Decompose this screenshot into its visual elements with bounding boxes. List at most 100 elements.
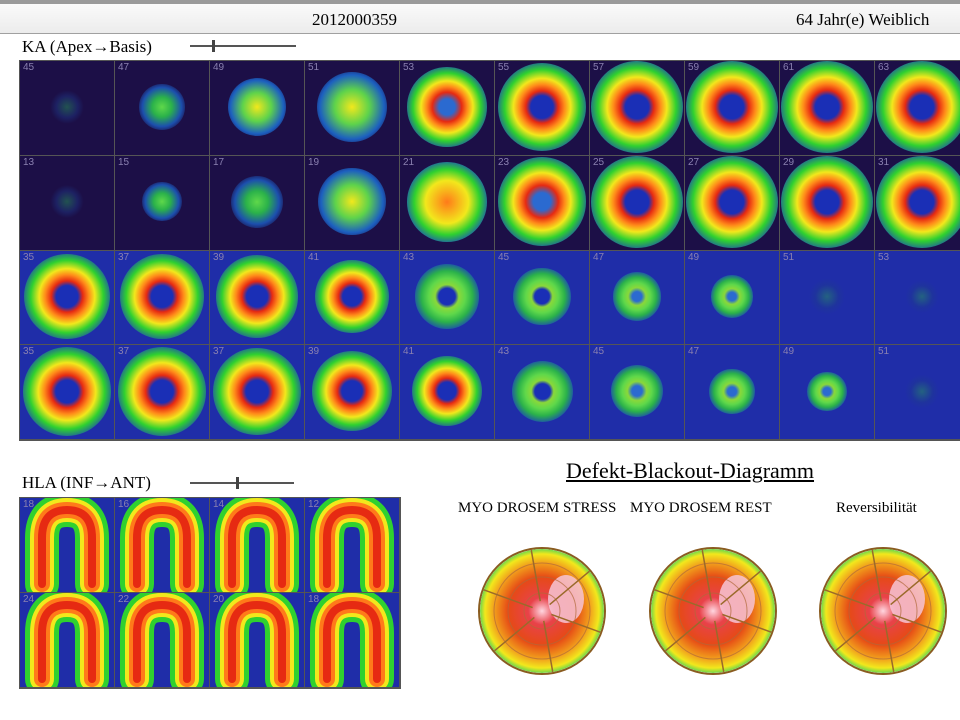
- ka-slice-tile[interactable]: 51: [780, 250, 874, 345]
- perfusion-blob: [50, 90, 84, 124]
- hla-horseshoe: [25, 498, 109, 592]
- ka-slice-tile[interactable]: 25: [590, 155, 684, 250]
- perfusion-blob: [407, 161, 487, 242]
- ka-slice-tile[interactable]: 47: [685, 345, 779, 439]
- ka-slice-tile[interactable]: 37: [115, 250, 209, 345]
- hla-slice-tile[interactable]: 16: [115, 498, 209, 592]
- perfusion-blob: [215, 255, 299, 338]
- ka-slice-tile[interactable]: 57: [590, 61, 684, 155]
- hla-slice-tile[interactable]: 12: [305, 498, 399, 592]
- perfusion-blob: [591, 61, 683, 153]
- ka-slice-tile[interactable]: 15: [115, 155, 209, 250]
- ka-slice-tile[interactable]: 63: [875, 61, 960, 155]
- slice-number: 37: [118, 346, 130, 358]
- slice-number: 45: [23, 62, 35, 73]
- slice-number: 24: [23, 594, 35, 605]
- slice-number: 35: [23, 346, 35, 358]
- ka-slice-tile[interactable]: 17: [210, 155, 304, 250]
- perfusion-blob: [50, 185, 84, 219]
- ka-slice-tile[interactable]: 39: [305, 345, 399, 439]
- ka-slice-tile[interactable]: 41: [305, 250, 399, 345]
- hla-slice-tile[interactable]: 14: [210, 498, 304, 592]
- hla-horseshoe: [120, 593, 204, 687]
- perfusion-blob: [709, 368, 755, 414]
- ka-slice-tile[interactable]: 27: [685, 155, 779, 250]
- ka-slice-tile[interactable]: 49: [685, 250, 779, 345]
- hla-slice-tile[interactable]: 20: [210, 593, 304, 687]
- ka-slice-tile[interactable]: 37: [115, 345, 209, 439]
- slice-number: 53: [403, 62, 415, 73]
- perfusion-blob: [591, 155, 683, 248]
- ka-slice-tile[interactable]: 43: [400, 250, 494, 345]
- ka-slice-tile[interactable]: 13: [20, 155, 114, 250]
- ka-slice-tile[interactable]: 53: [400, 61, 494, 155]
- hla-horseshoe: [310, 593, 394, 687]
- slice-number: 51: [878, 346, 890, 358]
- ka-slice-tile[interactable]: 59: [685, 61, 779, 155]
- ka-slice-tile[interactable]: 21: [400, 155, 494, 250]
- slice-number: 43: [498, 346, 510, 358]
- ka-slice-tile[interactable]: 49: [210, 61, 304, 155]
- ka-slice-tile[interactable]: 41: [400, 345, 494, 439]
- ka-slice-tile[interactable]: 55: [495, 61, 589, 155]
- hla-slice-tile[interactable]: 24: [20, 593, 114, 687]
- ka-slice-tile[interactable]: 49: [780, 345, 874, 439]
- slice-number: 21: [403, 156, 415, 168]
- hla-slice-tile[interactable]: 18: [305, 593, 399, 687]
- ka-slice-tile[interactable]: 51: [305, 61, 399, 155]
- defekt-diagram-title: Defekt-Blackout-Diagramm: [566, 458, 815, 483]
- slice-number: 37: [118, 251, 130, 263]
- perfusion-blob: [407, 67, 487, 147]
- ka-slider-handle[interactable]: [212, 40, 215, 52]
- slice-number: 39: [308, 346, 320, 358]
- slice-number: 12: [308, 499, 320, 510]
- perfusion-blob: [228, 78, 286, 136]
- stress-polar-map: [478, 547, 606, 675]
- ka-slice-tile[interactable]: 23: [495, 155, 589, 250]
- ka-slice-tile[interactable]: 45: [495, 250, 589, 345]
- hla-slice-tile[interactable]: 22: [115, 593, 209, 687]
- ka-slice-tile[interactable]: 61: [780, 61, 874, 155]
- slice-number: 18: [23, 499, 35, 510]
- slice-number: 22: [118, 594, 130, 605]
- ka-slice-tile[interactable]: 47: [115, 61, 209, 155]
- slice-number: 59: [688, 62, 700, 73]
- ka-slice-tile[interactable]: 35: [20, 250, 114, 345]
- perfusion-blob: [119, 254, 205, 339]
- ka-slice-tile[interactable]: 51: [875, 345, 960, 439]
- slice-number: 47: [118, 62, 130, 73]
- slice-number: 19: [308, 156, 320, 168]
- perfusion-blob: [24, 253, 110, 340]
- ka-slice-tile[interactable]: 45: [20, 61, 114, 155]
- ka-slice-tile[interactable]: 29: [780, 155, 874, 250]
- ka-slice-tile[interactable]: 45: [590, 345, 684, 439]
- perfusion-blob: [808, 278, 846, 315]
- ka-slice-tile[interactable]: 39: [210, 250, 304, 345]
- slice-number: 18: [308, 594, 320, 605]
- hla-horseshoe: [310, 498, 394, 592]
- hla-horseshoe: [215, 593, 299, 687]
- hla-slice-slider[interactable]: [190, 477, 294, 489]
- slice-number: 41: [308, 251, 320, 263]
- perfusion-blob: [142, 182, 182, 222]
- ka-slice-tile[interactable]: 43: [495, 345, 589, 439]
- ka-slice-slider[interactable]: [190, 40, 296, 52]
- perfusion-blob: [497, 157, 587, 247]
- hla-section-label: HLA (INF→ANT): [22, 473, 151, 492]
- patient-age-sex: 64 Jahr(e) Weiblich: [796, 10, 930, 29]
- slice-number: 47: [593, 251, 605, 263]
- slice-number: 61: [783, 62, 795, 73]
- reversibility-polar-map: [819, 547, 947, 675]
- ka-slice-tile[interactable]: 47: [590, 250, 684, 345]
- hla-slider-handle[interactable]: [236, 477, 239, 489]
- slice-number: 15: [118, 156, 130, 168]
- ka-slice-tile[interactable]: 53: [875, 250, 960, 345]
- slice-number: 23: [498, 156, 510, 168]
- ka-slice-tile[interactable]: 35: [20, 345, 114, 439]
- slice-number: 45: [593, 346, 605, 358]
- hla-slice-tile[interactable]: 18: [20, 498, 114, 592]
- ka-slice-tile[interactable]: 31: [875, 155, 960, 250]
- ka-slice-tile[interactable]: 19: [305, 155, 399, 250]
- ka-slice-tile[interactable]: 37: [210, 345, 304, 439]
- perfusion-blob: [316, 71, 388, 143]
